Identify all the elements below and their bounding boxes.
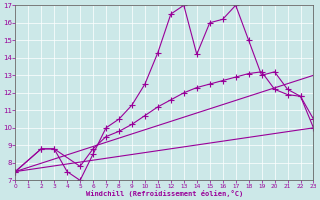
- X-axis label: Windchill (Refroidissement éolien,°C): Windchill (Refroidissement éolien,°C): [86, 190, 243, 197]
